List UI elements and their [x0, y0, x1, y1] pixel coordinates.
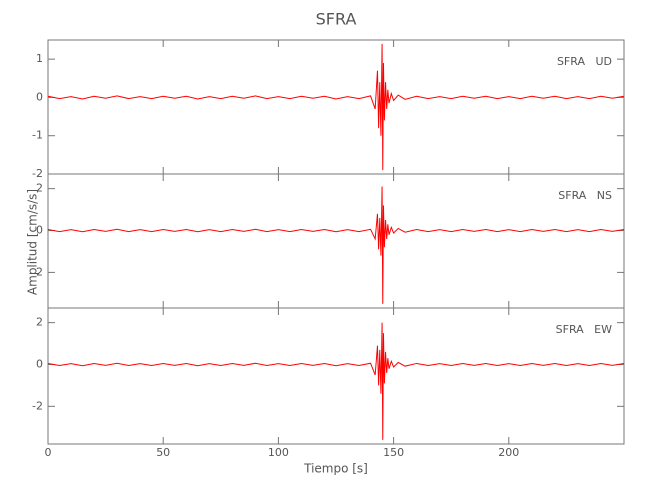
- y-tick-label: 0: [36, 90, 43, 103]
- panel-frame: [47, 39, 625, 175]
- y-tick-label: 0: [36, 357, 43, 370]
- panel-frame: [47, 307, 625, 445]
- x-tick-label: 200: [498, 446, 519, 459]
- chart-title: SFRA: [316, 10, 357, 29]
- panel-frame: [47, 173, 625, 309]
- waveform: [47, 322, 625, 440]
- y-tick-label: 2: [36, 265, 43, 278]
- y-tick-label: 2: [36, 316, 43, 329]
- x-tick-label: 0: [45, 446, 52, 459]
- waveform: [47, 43, 625, 171]
- trace-label: SFRA NS: [558, 189, 612, 202]
- y-tick-label: -2: [32, 399, 43, 412]
- x-tick-label: 50: [156, 446, 170, 459]
- x-tick-label: 150: [383, 446, 404, 459]
- y-axis-label: Amplitud [cm/s/s]: [26, 189, 40, 295]
- trace-label: SFRA UD: [557, 55, 612, 68]
- y-tick-label: -1: [32, 129, 43, 142]
- y-tick-label: 2: [36, 182, 43, 195]
- y-tick-label: 1: [36, 52, 43, 65]
- waveform: [47, 186, 625, 304]
- x-tick-label: 100: [268, 446, 289, 459]
- y-tick-label: 0: [36, 224, 43, 237]
- trace-label: SFRA EW: [556, 323, 612, 336]
- y-tick-label: -2: [32, 167, 43, 180]
- x-axis-label: Tiempo [s]: [303, 462, 368, 476]
